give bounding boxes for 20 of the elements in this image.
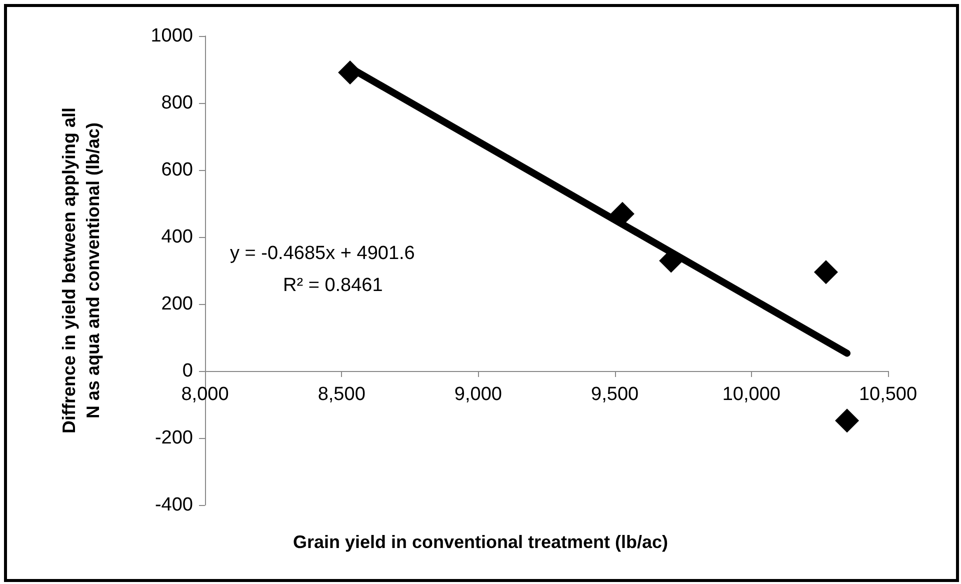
y-tick-label: 1000: [150, 26, 193, 46]
x-tick-label: 10,500: [858, 384, 918, 405]
y-tick-label: 400: [161, 226, 193, 248]
y-tick-label: 0: [182, 360, 193, 382]
annotation: y = -0.4685x + 4901.6: [230, 243, 415, 264]
y-axis-title: Diffrence in yield between applying all N as aqua and conventional (lb/ac): [59, 107, 103, 434]
x-tick-label: 9,000: [454, 384, 502, 405]
x-tick-label: 10,000: [722, 384, 780, 405]
y-tick-label: -400: [154, 494, 193, 516]
y-tick-label: 200: [161, 294, 193, 314]
x-tick-label: 9,500: [591, 384, 639, 405]
y-tick-label: 800: [161, 92, 193, 114]
x-tick-label: 8,500: [318, 384, 366, 405]
point: [835, 408, 860, 433]
x-axis-title: Grain yield in conventional treatment (lb/ac): [292, 532, 668, 552]
y-tick-label: -200: [154, 428, 193, 448]
point: [814, 260, 838, 284]
y-tick-label: 600: [161, 160, 193, 180]
x-tick-label: 8,000: [181, 384, 229, 405]
annotation: R² = 0.8461: [283, 275, 383, 296]
